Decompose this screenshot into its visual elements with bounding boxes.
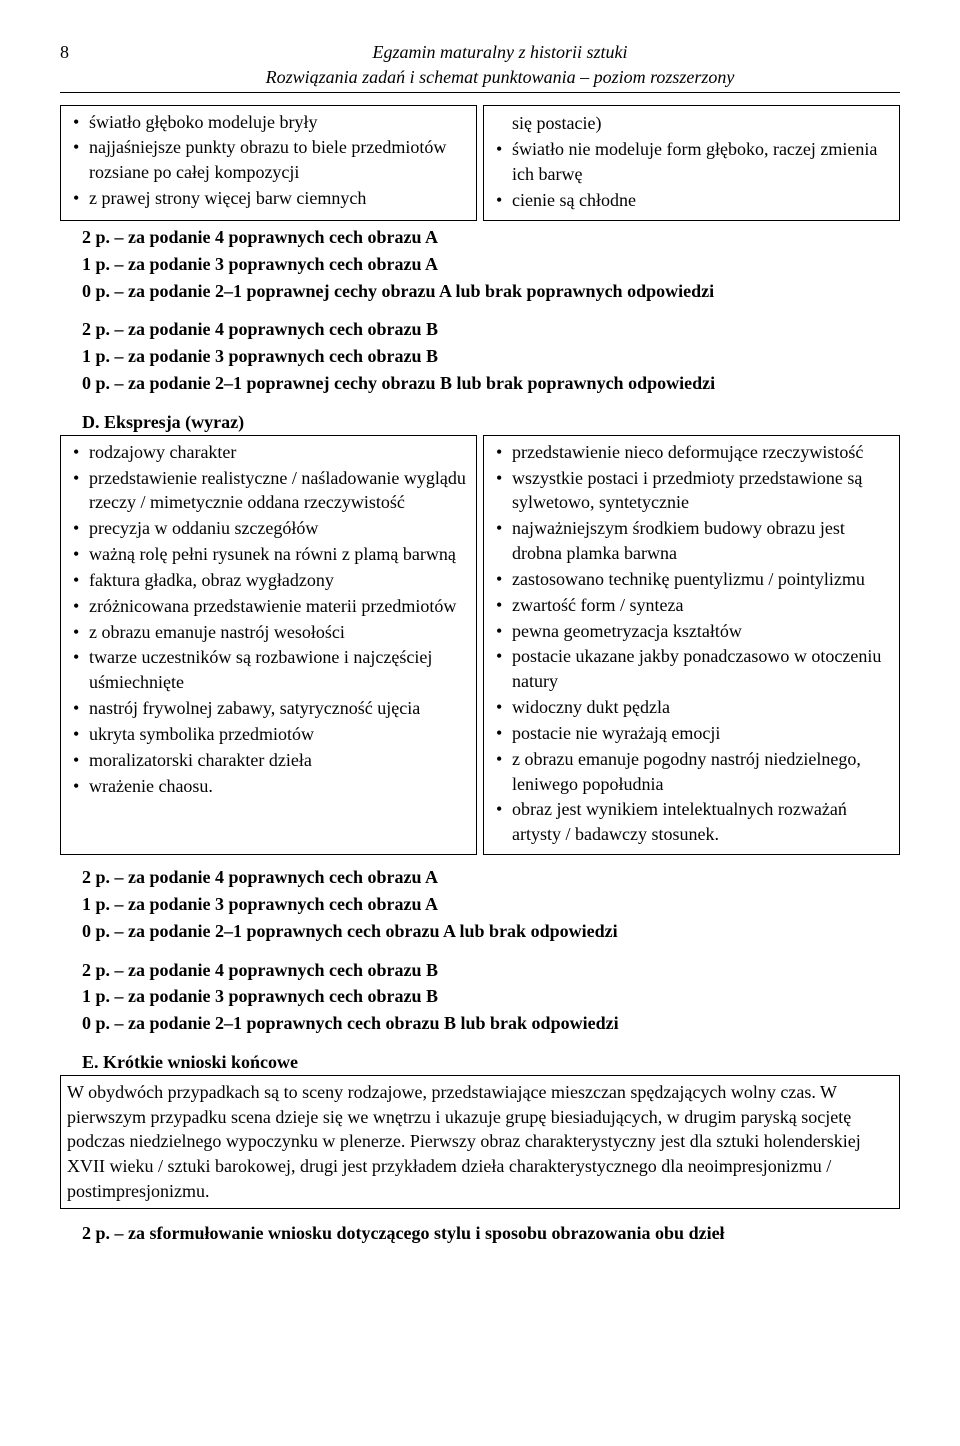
list-item: cienie są chłodne	[490, 188, 893, 213]
scoring-text: 1 p. – za podanie 3 poprawnych cech obra…	[82, 894, 438, 914]
list-item: widoczny dukt pędzla	[490, 695, 893, 720]
section-d-left-list: rodzajowy charakter przedstawienie reali…	[67, 440, 470, 799]
list-item: z obrazu emanuje pogodny nastrój niedzie…	[490, 747, 893, 797]
list-item: zróżnicowana przedstawienie materii prze…	[67, 594, 470, 619]
list-item: twarze uczestników są rozbawione i najcz…	[67, 645, 470, 695]
list-item: precyzja w oddaniu szczegółów	[67, 516, 470, 541]
list-item: moralizatorski charakter dzieła	[67, 748, 470, 773]
scoring-line: 2 p. – za podanie 4 poprawnych cech obra…	[60, 317, 900, 342]
list-item: przedstawienie realistyczne / naśladowan…	[67, 466, 470, 516]
list-item: wrażenie chaosu.	[67, 774, 470, 799]
scoring-line: 1 p. – za podanie 3 poprawnych cech obra…	[60, 344, 900, 369]
scoring-text: 1 p. – za podanie 3 poprawnych cech obra…	[82, 986, 438, 1006]
scoring-line: 0 p. – za podanie 2–1 poprawnej cechy ob…	[60, 279, 900, 304]
header-text: Egzamin maturalny z historii sztuki Rozw…	[100, 40, 900, 90]
list-item: przedstawienie nieco deformujące rzeczyw…	[490, 440, 893, 465]
scoring-text: 2 p. – za podanie 4 poprawnych cech obra…	[82, 227, 438, 247]
section-e-title: E. Krótkie wnioski końcowe	[60, 1050, 900, 1075]
scoring-text: 0 p. – za podanie 2–1 poprawnych cech ob…	[82, 1013, 619, 1033]
page-header: 8 Egzamin maturalny z historii sztuki Ro…	[60, 40, 900, 93]
list-item: światło głęboko modeluje bryły	[67, 110, 470, 135]
list-item: zwartość form / synteza	[490, 593, 893, 618]
list-item: postacie ukazane jakby ponadczasowo w ot…	[490, 644, 893, 694]
top-right-list: światło nie modeluje form głęboko, racze…	[490, 137, 893, 212]
list-item: pewna geometryzacja kształtów	[490, 619, 893, 644]
list-item: z obrazu emanuje nastrój wesołości	[67, 620, 470, 645]
section-e-body: W obydwóch przypadkach są to sceny rodza…	[67, 1082, 861, 1201]
list-item: obraz jest wynikiem intelektualnych rozw…	[490, 797, 893, 847]
list-item: nastrój frywolnej zabawy, satyryczność u…	[67, 696, 470, 721]
section-d-right-list: przedstawienie nieco deformujące rzeczyw…	[490, 440, 893, 847]
scoring-line: 1 p. – za podanie 3 poprawnych cech obra…	[60, 252, 900, 277]
scoring-line: 2 p. – za podanie 4 poprawnych cech obra…	[60, 958, 900, 983]
list-item: najważniejszym środkiem budowy obrazu je…	[490, 516, 893, 566]
scoring-text: 2 p. – za podanie 4 poprawnych cech obra…	[82, 319, 438, 339]
scoring-text: 1 p. – za podanie 3 poprawnych cech obra…	[82, 254, 438, 274]
top-left-list: światło głęboko modeluje bryły najjaśnie…	[67, 110, 470, 211]
header-line1: Egzamin maturalny z historii sztuki	[372, 42, 627, 62]
list-item: rodzajowy charakter	[67, 440, 470, 465]
list-item: faktura gładka, obraz wygładzony	[67, 568, 470, 593]
list-item: z prawej strony więcej barw ciemnych	[67, 186, 470, 211]
list-item: ważną rolę pełni rysunek na równi z plam…	[67, 542, 470, 567]
list-item: ukryta symbolika przedmiotów	[67, 722, 470, 747]
list-item: światło nie modeluje form głęboko, racze…	[490, 137, 893, 187]
scoring-line: 1 p. – za podanie 3 poprawnych cech obra…	[60, 892, 900, 917]
scoring-line: 0 p. – za podanie 2–1 poprawnych cech ob…	[60, 1011, 900, 1036]
scoring-line: 1 p. – za podanie 3 poprawnych cech obra…	[60, 984, 900, 1009]
section-e-box: W obydwóch przypadkach są to sceny rodza…	[60, 1075, 900, 1209]
final-line: 2 p. – za sformułowanie wniosku dotycząc…	[60, 1221, 900, 1246]
scoring-line: 0 p. – za podanie 2–1 poprawnej cechy ob…	[60, 371, 900, 396]
scoring-text: 0 p. – za podanie 2–1 poprawnej cechy ob…	[82, 281, 714, 301]
list-item: zastosowano technikę puentylizmu / point…	[490, 567, 893, 592]
scoring-text: 0 p. – za podanie 2–1 poprawnych cech ob…	[82, 921, 618, 941]
page-number: 8	[60, 40, 100, 65]
final-text: 2 p. – za sformułowanie wniosku dotycząc…	[82, 1223, 725, 1243]
header-line2: Rozwiązania zadań i schemat punktowania …	[266, 67, 735, 87]
scoring-line: 2 p. – za podanie 4 poprawnych cech obra…	[60, 225, 900, 250]
list-item: wszystkie postaci i przedmioty przedstaw…	[490, 466, 893, 516]
section-d-left-box: rodzajowy charakter przedstawienie reali…	[60, 435, 477, 855]
section-d-title: D. Ekspresja (wyraz)	[60, 410, 900, 435]
section-d-right-box: przedstawienie nieco deformujące rzeczyw…	[483, 435, 900, 855]
list-item: postacie nie wyrażają emocji	[490, 721, 893, 746]
carryover-text: się postacie)	[490, 111, 893, 136]
scoring-line: 2 p. – za podanie 4 poprawnych cech obra…	[60, 865, 900, 890]
scoring-text: 0 p. – za podanie 2–1 poprawnej cechy ob…	[82, 373, 715, 393]
top-left-box: światło głęboko modeluje bryły najjaśnie…	[60, 105, 477, 221]
top-cells: światło głęboko modeluje bryły najjaśnie…	[60, 105, 900, 221]
section-d-cells: rodzajowy charakter przedstawienie reali…	[60, 435, 900, 855]
scoring-line: 0 p. – za podanie 2–1 poprawnych cech ob…	[60, 919, 900, 944]
scoring-text: 2 p. – za podanie 4 poprawnych cech obra…	[82, 960, 438, 980]
top-right-box: się postacie) światło nie modeluje form …	[483, 105, 900, 221]
list-item: najjaśniejsze punkty obrazu to biele prz…	[67, 135, 470, 185]
scoring-text: 1 p. – za podanie 3 poprawnych cech obra…	[82, 346, 438, 366]
scoring-text: 2 p. – za podanie 4 poprawnych cech obra…	[82, 867, 438, 887]
